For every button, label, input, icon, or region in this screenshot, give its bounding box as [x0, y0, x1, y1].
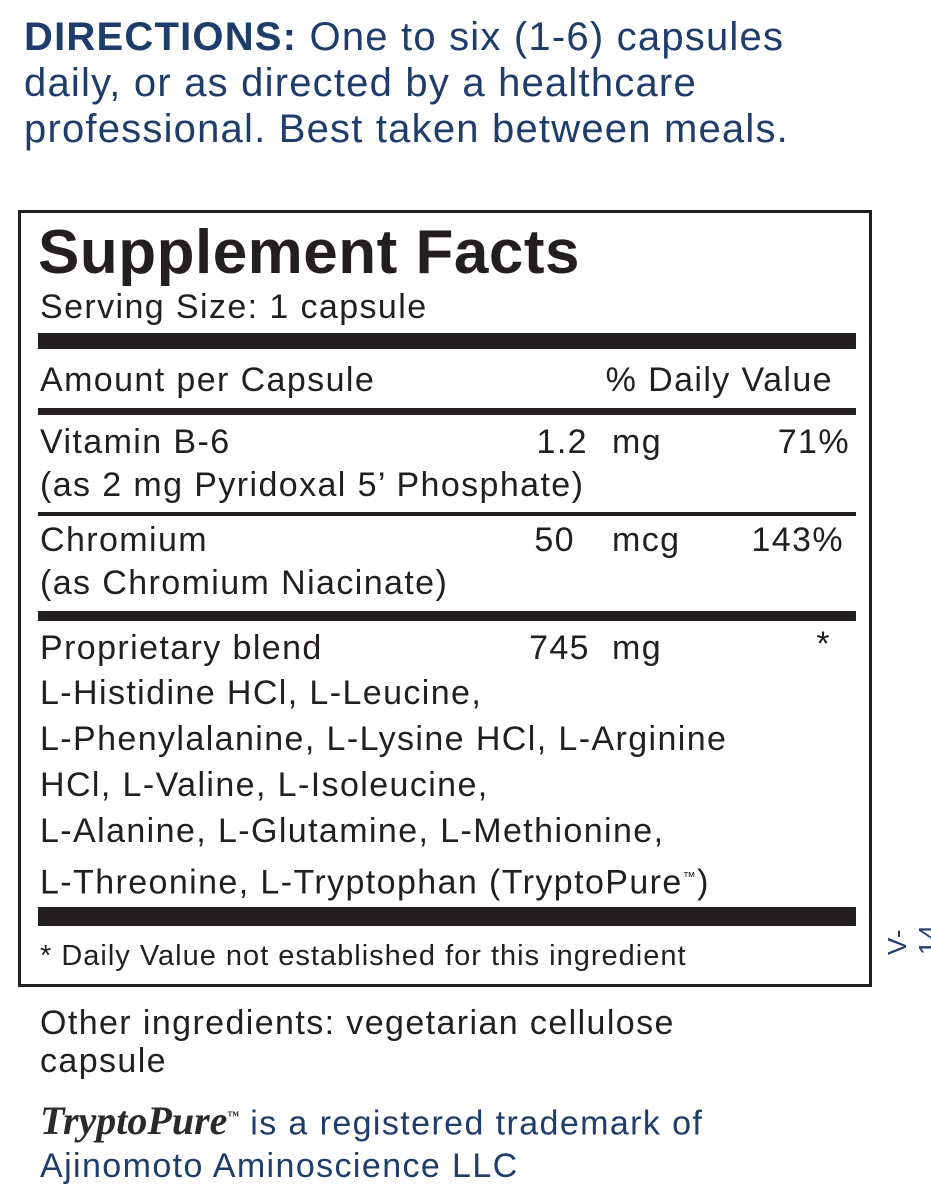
trademark-symbol: ™	[682, 869, 698, 884]
blend-amount: 745	[529, 629, 590, 667]
divider-thick	[38, 611, 856, 621]
blend-ingredients: L-Histidine HCl, L-Leucine,	[40, 674, 483, 712]
nutrient-dv: 143%	[751, 521, 844, 559]
trademark-owner: Ajinomoto Aminoscience LLC	[40, 1147, 519, 1185]
nutrient-amount: 50	[534, 521, 575, 559]
divider-thick	[38, 333, 856, 349]
divider-medium	[38, 408, 856, 415]
closing-paren: )	[697, 863, 710, 902]
blend-ingredients-text: L-Threonine, L-Tryptophan (TryptoPure	[40, 863, 683, 902]
directions: DIRECTIONS: One to six (1-6) capsules da…	[24, 14, 854, 152]
other-ingredients: Other ingredients: vegetarian cellulose	[40, 1004, 675, 1042]
nutrient-name: Vitamin B-6	[40, 423, 231, 461]
nutrient-amount: 1.2	[536, 423, 588, 461]
footnote: * Daily Value not established for this i…	[40, 940, 687, 972]
nutrient-unit: mcg	[612, 521, 681, 559]
nutrient-unit: mg	[612, 423, 663, 461]
directions-text: One to six (1-6) capsules daily, or as d…	[24, 15, 789, 151]
serving-size: Serving Size: 1 capsule	[40, 288, 428, 326]
supplement-facts-panel	[18, 210, 872, 987]
directions-label: DIRECTIONS:	[24, 15, 298, 59]
trademark-text: is a registered trademark of	[239, 1104, 704, 1143]
blend-unit: mg	[612, 629, 663, 667]
header-daily-value: % Daily Value	[605, 361, 833, 399]
nutrient-dv: 71%	[777, 423, 850, 461]
divider-thin	[38, 512, 856, 516]
blend-ingredients: HCl, L-Valine, L-Isoleucine,	[40, 766, 489, 804]
panel-title: Supplement Facts	[38, 218, 580, 287]
blend-name: Proprietary blend	[40, 629, 323, 667]
nutrient-name: Chromium	[40, 521, 209, 559]
other-ingredients: capsule	[40, 1042, 167, 1080]
blend-ingredients: L-Phenylalanine, L-Lysine HCl, L-Arginin…	[40, 720, 728, 758]
trademark-notice: TryptoPure™ is a registered trademark of	[40, 1096, 703, 1143]
blend-dv: *	[816, 625, 831, 663]
version-code: V-14	[882, 924, 931, 955]
header-amount: Amount per Capsule	[40, 361, 376, 399]
nutrient-detail: (as Chromium Niacinate)	[40, 564, 449, 602]
blend-ingredients: L-Alanine, L-Glutamine, L-Methionine,	[40, 812, 665, 850]
blend-ingredients: L-Threonine, L-Tryptophan (TryptoPure™)	[40, 857, 710, 902]
nutrient-detail: (as 2 mg Pyridoxal 5’ Phosphate)	[40, 466, 585, 504]
divider-thick	[38, 907, 856, 926]
tryptopure-logo: TryptoPure™	[40, 1098, 240, 1144]
